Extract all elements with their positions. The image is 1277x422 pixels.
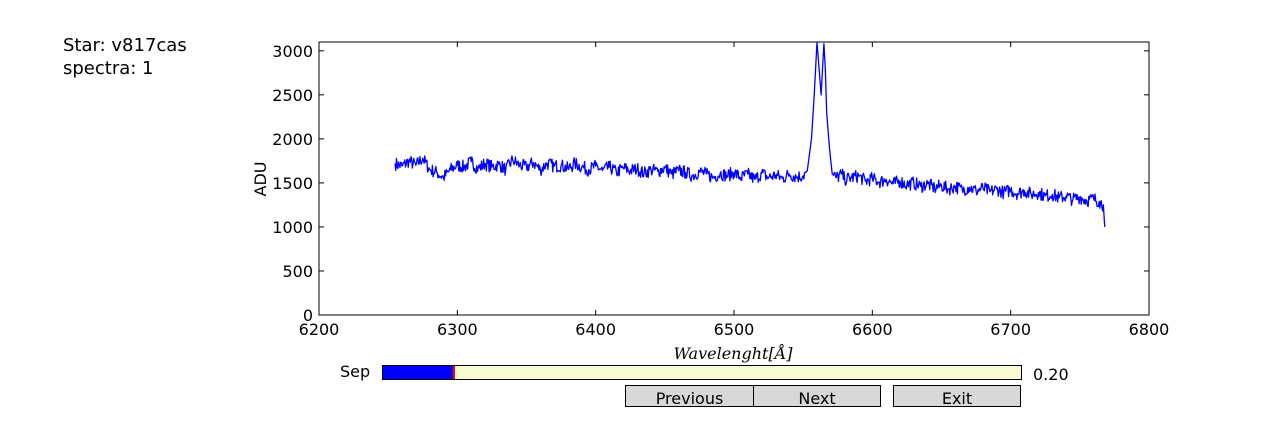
exit-button[interactable]: Exit bbox=[893, 385, 1021, 408]
y-tick-label-1000: 1000 bbox=[272, 218, 313, 237]
x-tick-label-6600: 6600 bbox=[852, 320, 893, 339]
series-line-0 bbox=[394, 41, 1106, 227]
next-button[interactable]: Next bbox=[753, 385, 881, 408]
y-tick-label-0: 0 bbox=[303, 306, 313, 325]
x-tick-label-6700: 6700 bbox=[990, 320, 1031, 339]
y-tick-label-3000: 3000 bbox=[272, 42, 313, 61]
sep-slider-value: 0.20 bbox=[1033, 365, 1069, 384]
x-tick-label-6200: 6200 bbox=[299, 320, 340, 339]
previous-button[interactable]: Previous bbox=[625, 385, 754, 408]
sep-slider[interactable] bbox=[382, 365, 1022, 380]
star-name-label: Star: v817cas bbox=[63, 35, 187, 56]
x-tick-label-6800: 6800 bbox=[1129, 320, 1170, 339]
y-tick-label-1500: 1500 bbox=[272, 174, 313, 193]
star-info: Star: v817cas spectra: 1 bbox=[63, 34, 187, 80]
y-tick-label-2500: 2500 bbox=[272, 86, 313, 105]
sep-slider-fill bbox=[383, 366, 454, 379]
sep-slider-handle[interactable] bbox=[453, 366, 455, 379]
x-tick-label-6500: 6500 bbox=[714, 320, 755, 339]
y-tick-label-500: 500 bbox=[282, 262, 313, 281]
spectra-number-label: spectra: 1 bbox=[63, 58, 154, 79]
y-tick-label-2000: 2000 bbox=[272, 130, 313, 149]
x-tick-label-6300: 6300 bbox=[437, 320, 478, 339]
x-axis-label: Wavelenght[Å] bbox=[673, 343, 793, 363]
plot-layer: 6200 6300 6400 6500 6600 6700 6800 0 500 1000 1500… bbox=[272, 41, 1170, 339]
y-axis-label: ADU bbox=[251, 162, 270, 197]
sep-slider-label: Sep bbox=[340, 362, 371, 381]
x-tick-label-6400: 6400 bbox=[575, 320, 616, 339]
